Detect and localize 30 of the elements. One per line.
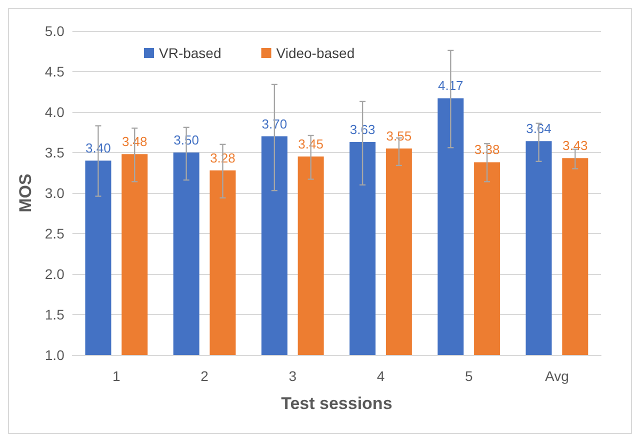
data-label: 3.28 — [210, 150, 236, 166]
x-tick-label: 5 — [464, 368, 473, 384]
y-tick-label: 3.5 — [44, 144, 65, 160]
y-tick-label: 4.5 — [44, 64, 65, 80]
y-tick-label: 4.0 — [44, 104, 65, 120]
data-label: 4.17 — [438, 78, 464, 94]
data-label: 3.45 — [298, 136, 324, 152]
data-label: 3.55 — [386, 128, 412, 144]
x-tick-label: 3 — [288, 368, 297, 384]
data-label: 3.43 — [562, 138, 588, 154]
data-label: 3.38 — [474, 142, 500, 158]
legend-label: Video-based — [276, 45, 355, 61]
data-label: 3.50 — [174, 132, 199, 148]
x-tick-label: Avg — [545, 368, 569, 384]
y-tick-label: 1.0 — [44, 347, 65, 363]
data-label: 3.70 — [262, 116, 288, 132]
y-tick-label: 2.5 — [44, 226, 65, 242]
data-label: 3.48 — [122, 134, 148, 150]
x-axis-title: Test sessions — [281, 394, 392, 413]
x-tick-label: 1 — [112, 368, 121, 384]
y-tick-label: 5.0 — [44, 23, 65, 39]
data-label: 3.64 — [526, 121, 552, 136]
data-label: 3.40 — [86, 140, 111, 156]
y-axis-title: MOS — [16, 174, 35, 212]
y-tick-label: 3.0 — [44, 185, 65, 201]
y-tick-label: 2.0 — [44, 266, 65, 282]
y-tick-label: 1.5 — [44, 306, 65, 322]
x-tick-label: 4 — [376, 368, 385, 384]
x-tick-label: 2 — [200, 368, 209, 384]
legend-label: VR-based — [159, 45, 222, 61]
